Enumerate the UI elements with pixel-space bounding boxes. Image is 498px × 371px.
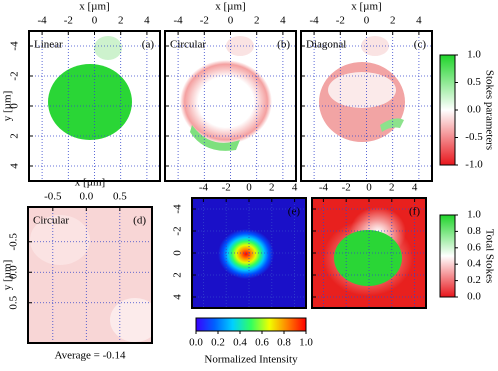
panel-label: (a)	[142, 39, 155, 51]
colorbar-tick-label: 1.0	[467, 209, 481, 221]
x-tick-label: 0.5	[113, 191, 127, 203]
y-tick-label: 4	[9, 163, 21, 169]
x-tick-label: 2	[269, 182, 275, 194]
y-tick-label: -4	[172, 204, 184, 214]
x-tick-label: 4	[144, 15, 150, 27]
annotation: Circular	[170, 39, 206, 51]
y-tick-label: 4	[172, 294, 184, 300]
panel-label: (d)	[133, 215, 146, 227]
image-d	[28, 207, 152, 343]
x-axis-label: x [µm]	[215, 1, 245, 13]
y-tick-label: 2	[172, 272, 184, 278]
x-tick-label: 2	[254, 15, 260, 27]
annotation: Diagonal	[306, 39, 346, 51]
colorbar-tick-label: 0.6	[255, 337, 269, 349]
y-tick-label: 0.5	[8, 295, 20, 309]
frame	[164, 30, 297, 182]
colorbar-tick-label: -0.5	[465, 131, 483, 143]
x-tick-label: -2	[64, 15, 73, 27]
x-tick-label: 4	[412, 182, 418, 194]
y-tick-label: 0.0	[8, 265, 20, 279]
panel-label: (b)	[277, 39, 290, 51]
panel-label: (f)	[409, 206, 420, 218]
x-tick-label: -4	[199, 182, 209, 194]
colorbar-tick-label: 0.8	[277, 337, 291, 349]
x-tick-label: 2	[389, 182, 395, 194]
panel-label: (e)	[288, 206, 301, 218]
colorbar-tick-label: -1.0	[465, 159, 483, 171]
colorbar-tick-label: 0.0	[467, 291, 481, 303]
caption: Average = -0.14	[54, 350, 126, 362]
y-tick-label: 0	[172, 250, 184, 256]
panel-label: (c)	[414, 39, 427, 51]
x-tick-label: 0	[246, 182, 252, 194]
annotation: Linear	[34, 39, 63, 51]
colorbar-tick-label: 0.2	[467, 274, 481, 286]
y-tick-label: -2	[172, 226, 184, 235]
x-tick-label: -2	[336, 15, 345, 27]
frame	[300, 30, 433, 182]
y-tick-label: 2	[9, 133, 21, 139]
y-axis-label: y [µm]	[2, 91, 14, 121]
x-tick-label: 0	[228, 15, 234, 27]
colorbar-tick-label: 0.6	[467, 241, 481, 253]
colorbar-tick-label: 0.0	[189, 337, 203, 349]
frame	[311, 197, 427, 309]
frame	[28, 30, 161, 182]
x-axis-label: x [µm]	[351, 1, 381, 13]
colorbar-tick-label: 0.5	[467, 76, 481, 88]
y-tick-label: 0	[9, 103, 21, 109]
frame	[27, 206, 153, 344]
x-tick-label: 0	[366, 182, 372, 194]
x-axis-label: x [µm]	[79, 1, 109, 13]
x-tick-label: 0	[364, 15, 370, 27]
x-tick-label: 2	[118, 15, 124, 27]
colorbar-label: Total Stokes	[483, 229, 495, 284]
colorbar-label: Stokes parameters	[483, 70, 495, 150]
x-tick-label: -4	[174, 15, 184, 27]
colorbar-tick-label: 0.4	[233, 337, 247, 349]
frame	[191, 197, 307, 309]
x-tick-label: 2	[390, 15, 396, 27]
x-tick-label: 4	[416, 15, 422, 27]
x-tick-label: 0.0	[79, 191, 93, 203]
colorbar	[439, 214, 456, 298]
y-axis-label: y [µm]	[2, 260, 14, 290]
colorbar-tick-label: 1.0	[467, 49, 481, 61]
x-tick-label: -4	[310, 15, 320, 27]
y-tick-label: -2	[9, 71, 21, 80]
x-tick-label: 4	[292, 182, 298, 194]
colorbar	[439, 54, 456, 166]
colorbar-tick-label: 0.0	[467, 104, 481, 116]
colorbar-tick-label: 0.2	[211, 337, 225, 349]
x-tick-label: -4	[38, 15, 48, 27]
x-tick-label: -0.5	[44, 191, 62, 203]
colorbar-label: Normalized Intensity	[204, 354, 298, 366]
x-tick-label: -2	[200, 15, 209, 27]
y-tick-label: -4	[9, 41, 21, 51]
colorbar	[195, 317, 307, 332]
x-tick-label: -2	[222, 182, 231, 194]
colorbar-tick-label: 1.0	[299, 337, 313, 349]
x-tick-label: -4	[319, 182, 329, 194]
annotation: Circular	[33, 215, 69, 227]
x-axis-label: x [µm]	[75, 177, 105, 189]
x-tick-label: 4	[280, 15, 286, 27]
colorbar-tick-label: 0.4	[467, 258, 481, 270]
x-tick-label: 0	[92, 15, 98, 27]
colorbar-tick-label: 0.8	[467, 225, 481, 237]
y-tick-label: -0.5	[8, 233, 20, 251]
x-tick-label: -2	[342, 182, 351, 194]
